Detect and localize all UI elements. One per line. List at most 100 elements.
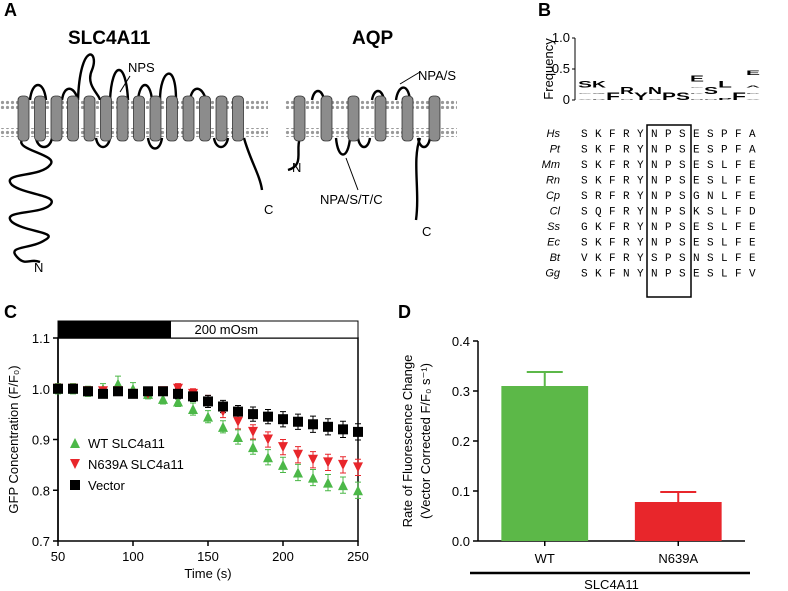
data-point [263, 434, 273, 445]
logo-letter: N [690, 99, 705, 100]
data-point [218, 421, 228, 432]
helix [293, 95, 306, 142]
aligned-sequence: SQFRYNPSKSLFD [581, 207, 763, 219]
data-point [233, 431, 243, 442]
group-label: SLC4A11 [584, 577, 639, 591]
protein-name: SLC4A11 [68, 28, 151, 49]
data-point [263, 411, 273, 422]
data-point [68, 383, 78, 394]
logo-letter: E [690, 75, 704, 84]
data-point [278, 414, 288, 425]
error-bar [526, 371, 563, 386]
species-name: Rn [546, 175, 560, 187]
logo-letter: E [746, 70, 760, 77]
data-point [323, 421, 333, 432]
y-tick-label: 0.8 [32, 483, 50, 498]
data-point [248, 426, 258, 437]
data-point [338, 424, 348, 435]
data-point [203, 411, 213, 422]
logo-letter: K [592, 80, 606, 90]
species-name: Ec [547, 237, 560, 249]
helix [401, 95, 414, 142]
y-tick-label: 0.4 [452, 334, 470, 349]
slc4a11-diagram [0, 53, 268, 264]
species-name: Bt [550, 252, 561, 264]
logo-letter: N [620, 99, 635, 100]
aligned-sequence: SKFRYNPSESPFA [581, 129, 763, 141]
time-course-chart: 0.7 0.8 0.9 1.0 1.1 50 100 150 200 250 Time (s) GFP… [6, 320, 369, 581]
species-name: Cp [546, 190, 560, 202]
helix [83, 95, 96, 142]
legend-label: Vector [88, 478, 126, 493]
aligned-sequence: GKFRYNPSESLFE [581, 222, 763, 234]
error-bar [660, 491, 697, 502]
helix [182, 95, 195, 142]
helix [133, 95, 145, 142]
y-axis-label: (Vector Corrected F/F₀ s⁻¹) [418, 363, 433, 519]
y-tick-label: 1.0 [32, 382, 50, 397]
data-point [233, 406, 243, 417]
y-tick-label: 0.2 [452, 434, 470, 449]
species-name: Ss [547, 221, 560, 233]
data-point [308, 454, 318, 465]
data-point [158, 393, 168, 404]
legend-label: N639A SLC4a11 [88, 457, 184, 472]
data-point [308, 419, 318, 430]
legend-label: WT SLC4a11 [88, 436, 165, 451]
helix [166, 95, 178, 142]
motif-box [646, 124, 692, 298]
data-point [248, 442, 258, 453]
aligned-sequence: SKFRYNPSESLFE [581, 176, 763, 188]
y-tick-label: 0.0 [452, 534, 470, 549]
bar [634, 502, 722, 541]
logo-letter: P [662, 90, 676, 103]
logo-letter: V [746, 99, 762, 100]
x-tick-label: 50 [51, 549, 65, 564]
data-point [83, 386, 93, 397]
y-axis-label: Rate of Fluorescence Change [400, 355, 415, 528]
data-point [113, 386, 123, 397]
data-point [173, 388, 183, 399]
logo-letter: G [690, 87, 704, 88]
aligned-sequence: SKFRYNPSESLFE [581, 160, 763, 172]
species-name: Gg [545, 268, 561, 280]
logo-letter: S [578, 80, 592, 90]
legend-marker [70, 480, 80, 490]
aligned-sequence: SKFRYNPSESLFE [581, 238, 763, 250]
data-point [53, 383, 63, 394]
y-axis-label: Frequency [541, 38, 556, 100]
y-tick-label: 0.9 [32, 433, 50, 448]
x-tick-label: 250 [347, 549, 369, 564]
data-point [278, 442, 288, 453]
logo-letter: S [704, 85, 718, 96]
data-point [203, 396, 213, 407]
y-tick-label: 0 [563, 92, 570, 107]
x-tick-label: 150 [197, 549, 219, 564]
data-point [218, 401, 228, 412]
helix [149, 95, 162, 142]
logo-letter: V [578, 99, 594, 100]
x-tick-label: N639A [658, 551, 698, 566]
data-point [188, 404, 198, 415]
aligned-sequence: SRFRYNPSGNLFE [581, 191, 763, 203]
logo-letter: P [718, 98, 732, 100]
logo-letter: L [718, 80, 732, 90]
data-point [158, 386, 168, 397]
transmembrane-helices [17, 95, 244, 142]
logo-letter: A [746, 86, 761, 88]
data-point [338, 480, 348, 491]
logo-letter: Y [634, 90, 648, 103]
motif-label: NPA/S [418, 68, 456, 83]
x-axis-label: Time (s) [184, 566, 231, 581]
data-point [248, 409, 258, 420]
logo-letter: F [606, 90, 620, 103]
data-point [353, 485, 363, 496]
helix [374, 95, 387, 142]
legend-marker [70, 438, 80, 448]
y-axis-label: GFP Concentration (F/F₀) [6, 365, 21, 513]
data-point [293, 467, 303, 478]
logo-letter: F [732, 90, 746, 103]
logo-letter: D [746, 93, 761, 94]
logo-letter: R [620, 85, 635, 96]
